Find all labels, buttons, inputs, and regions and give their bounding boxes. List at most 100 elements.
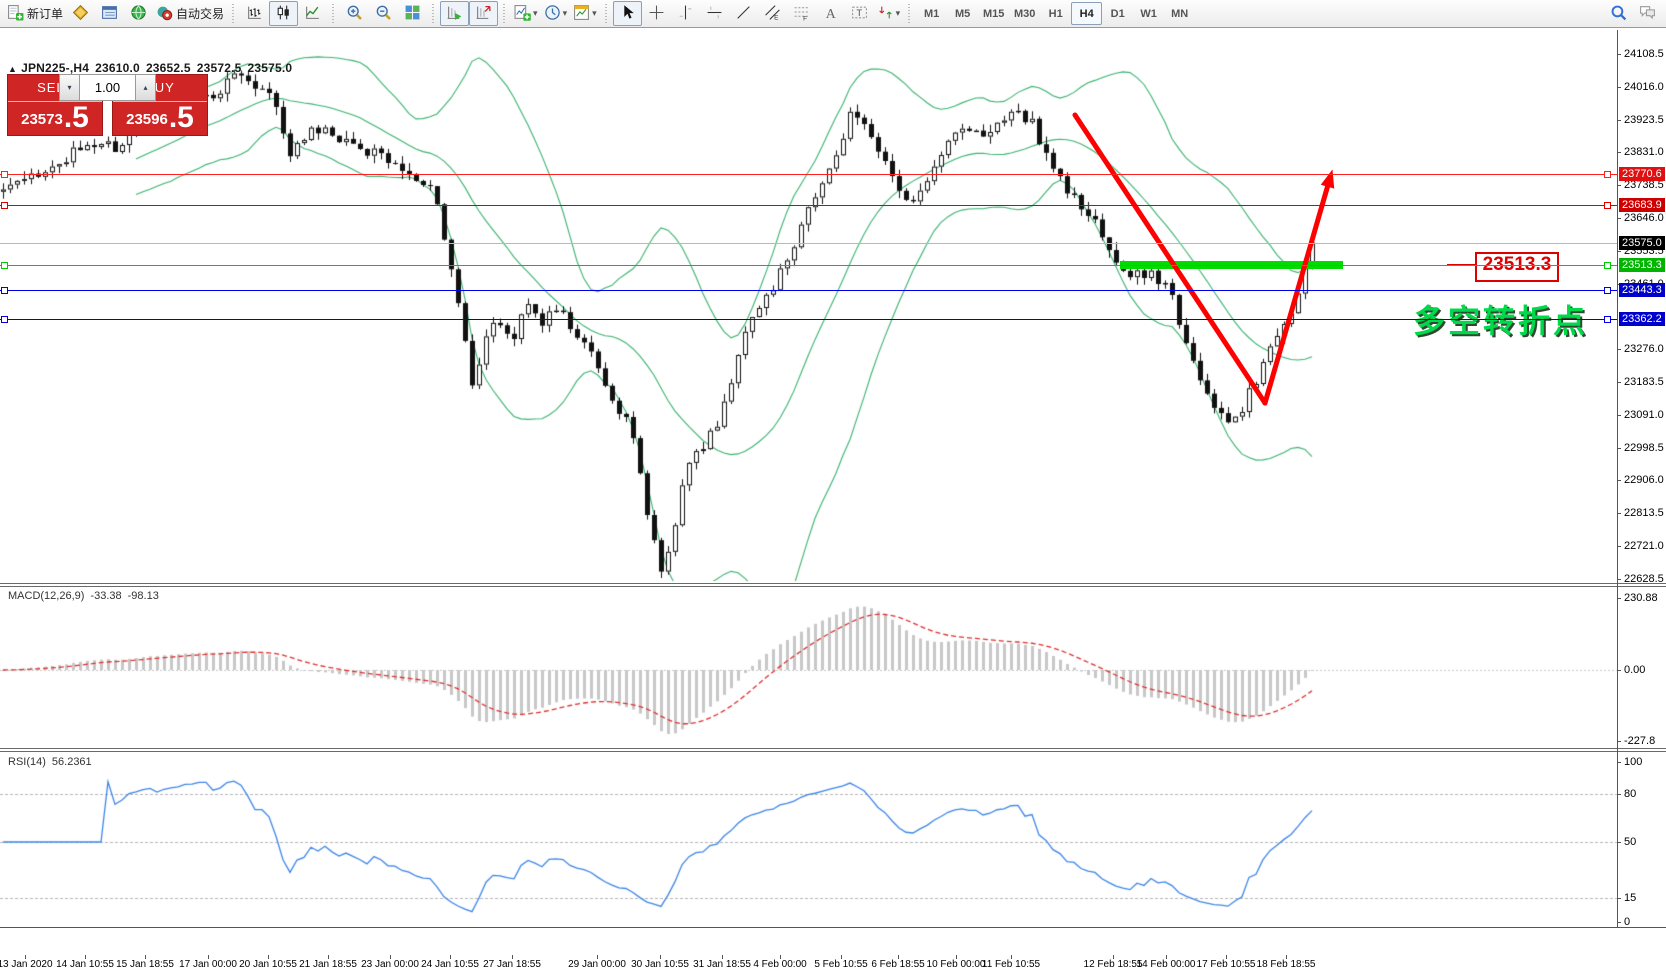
- price-tick: [1617, 152, 1621, 153]
- zoom-in-button[interactable]: [340, 1, 369, 26]
- line-anchor-right[interactable]: [1604, 262, 1611, 269]
- timeframe-h4-button[interactable]: H4: [1071, 2, 1103, 25]
- templates-button[interactable]: ▾: [570, 1, 600, 26]
- price-chart-canvas[interactable]: [0, 28, 1666, 948]
- toolbar-separator: [231, 3, 237, 24]
- svg-text:T: T: [856, 8, 862, 19]
- macd-indicator-label: MACD(12,26,9) -33.38 -98.13: [8, 590, 159, 602]
- cursor-icon: [619, 4, 636, 24]
- line-anchor-left[interactable]: [1, 171, 8, 178]
- timeframe-m15-button[interactable]: M15: [982, 7, 1005, 20]
- zoom-in-icon: [346, 4, 363, 24]
- periods-button[interactable]: ▾: [541, 1, 571, 26]
- price-tick-label: 23831.0: [1624, 146, 1664, 158]
- ohlc-close: 23575.0: [247, 61, 293, 75]
- fibonacci-button[interactable]: F: [787, 1, 816, 26]
- line-anchor-left[interactable]: [1, 287, 8, 294]
- toolbar: 新订单 自动交易 ▾ ▾ ▾ E F A T ▾ M1 M5 M15 M30 H1 H4 D1 W1 MN: [0, 0, 1666, 28]
- pane-divider[interactable]: [0, 751, 1666, 752]
- turning-point-annotation[interactable]: 多空转折点: [1413, 303, 1589, 339]
- line-chart-button[interactable]: [298, 1, 327, 26]
- bar-chart-button[interactable]: [240, 1, 269, 26]
- data-window-button[interactable]: [95, 1, 124, 26]
- bid-price-line: [0, 243, 1617, 244]
- rsi-tick-label: 80: [1624, 788, 1637, 800]
- indicators-icon: [514, 4, 531, 24]
- time-axis-label: 24 Jan 10:55: [421, 959, 479, 970]
- price-tick: [1617, 54, 1621, 55]
- arrows-button[interactable]: ▾: [874, 1, 904, 26]
- zoom-out-button[interactable]: [369, 1, 398, 26]
- macd-tick-label: 0.00: [1624, 664, 1646, 676]
- timeframe-mn-button[interactable]: MN: [1171, 7, 1189, 20]
- horizontal-level-line[interactable]: [0, 205, 1617, 206]
- pane-divider[interactable]: [0, 586, 1666, 587]
- trend-line-down[interactable]: [1072, 112, 1268, 406]
- horizontal-level-line[interactable]: [0, 319, 1617, 320]
- time-axis-label: 17 Feb 10:55: [1196, 959, 1256, 970]
- volume-decrease-button[interactable]: ▾: [59, 74, 80, 101]
- pane-divider[interactable]: [0, 583, 1666, 584]
- chevron-down-icon: ▾: [562, 8, 568, 18]
- timeframe-m5-button[interactable]: M5: [955, 7, 971, 20]
- chat-button[interactable]: [1633, 1, 1662, 26]
- candlestick-icon: [275, 4, 292, 24]
- text-button[interactable]: A: [816, 1, 845, 26]
- price-tick: [1617, 480, 1621, 481]
- crosshair-button[interactable]: [642, 1, 671, 26]
- price-tick: [1617, 87, 1621, 88]
- time-axis-label: 21 Jan 18:55: [299, 959, 357, 970]
- line-anchor-right[interactable]: [1604, 202, 1611, 209]
- time-axis-label: 31 Jan 18:55: [693, 959, 751, 970]
- market-watch-icon: [72, 4, 89, 24]
- candlestick-button[interactable]: [269, 1, 299, 26]
- line-anchor-left[interactable]: [1, 202, 8, 209]
- channel-button[interactable]: E: [758, 1, 787, 26]
- volume-input[interactable]: [80, 74, 135, 101]
- time-axis-border: [0, 927, 1666, 928]
- chart-shift-icon: [475, 4, 492, 24]
- navigator-button[interactable]: [124, 1, 153, 26]
- line-anchor-left[interactable]: [1, 262, 8, 269]
- cursor-button[interactable]: [612, 1, 642, 26]
- horizontal-level-line[interactable]: [0, 174, 1617, 175]
- line-anchor-right[interactable]: [1604, 287, 1611, 294]
- timeframe-w1-button[interactable]: W1: [1140, 7, 1157, 20]
- support-level-callout[interactable]: 23513.3: [1475, 252, 1559, 282]
- new-order-button[interactable]: 新订单: [4, 1, 66, 26]
- pane-divider[interactable]: [0, 748, 1666, 749]
- timeframe-m1-button[interactable]: M1: [924, 7, 940, 20]
- search-button[interactable]: [1604, 1, 1633, 26]
- toolbar-separator: [331, 3, 337, 24]
- tile-windows-button[interactable]: [398, 1, 427, 26]
- price-tick: [1617, 251, 1621, 252]
- auto-trading-button[interactable]: 自动交易: [153, 1, 227, 26]
- market-watch-button[interactable]: [66, 1, 95, 26]
- timeframe-h1-button[interactable]: H1: [1048, 7, 1063, 20]
- search-icon: [1610, 4, 1627, 24]
- indicators-button[interactable]: ▾: [511, 1, 541, 26]
- volume-increase-button[interactable]: ▴: [135, 74, 156, 101]
- macd-tick: [1617, 598, 1621, 599]
- trendline-button[interactable]: [729, 1, 758, 26]
- line-anchor-right[interactable]: [1604, 316, 1611, 323]
- hline-button[interactable]: [700, 1, 729, 26]
- horizontal-level-line[interactable]: [0, 290, 1617, 291]
- buy-price: 23596.5: [126, 101, 194, 134]
- chart-shift-button[interactable]: [469, 1, 499, 26]
- chart-window: ▲ JPN225-,H4 23610.0 23652.5 23572.5 23575.0 …: [0, 28, 1666, 970]
- toolbar-separator: [603, 3, 609, 24]
- timeframe-m30-button[interactable]: M30: [1013, 7, 1036, 20]
- horizontal-level-line[interactable]: [0, 265, 1617, 266]
- vline-button[interactable]: [671, 1, 700, 26]
- line-anchor-left[interactable]: [1, 316, 8, 323]
- rsi-tick: [1617, 842, 1621, 843]
- line-anchor-right[interactable]: [1604, 171, 1611, 178]
- time-axis-label: 5 Feb 10:55: [814, 959, 868, 970]
- symbol-marker-icon: ▲: [8, 64, 18, 74]
- rsi-indicator-label: RSI(14) 56.2361: [8, 756, 92, 768]
- timeframe-d1-button[interactable]: D1: [1110, 7, 1125, 20]
- text-label-button[interactable]: T: [845, 1, 874, 26]
- time-axis-label: 6 Feb 18:55: [871, 959, 925, 970]
- auto-scroll-button[interactable]: [440, 1, 470, 26]
